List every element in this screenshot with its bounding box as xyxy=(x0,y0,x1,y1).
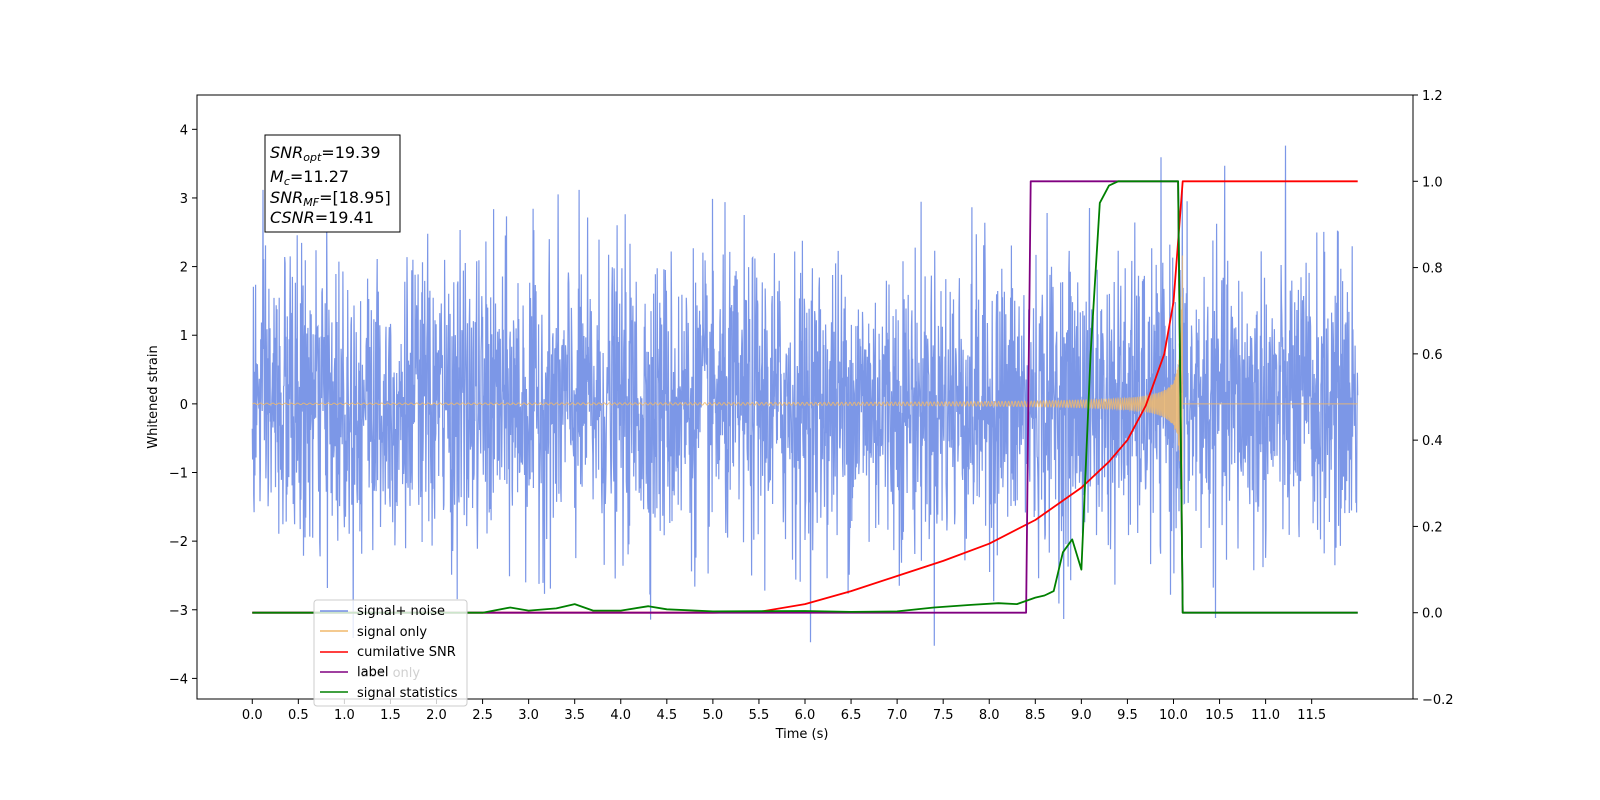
x-tick-label: 2.5 xyxy=(472,708,493,723)
x-tick-label: 6.0 xyxy=(795,708,816,723)
y2-tick-label: 1.0 xyxy=(1422,175,1443,190)
x-tick-label: 3.5 xyxy=(564,708,585,723)
legend-signal-statistics: signal statistics xyxy=(357,686,458,701)
y2-tick-label: 0.8 xyxy=(1422,262,1443,277)
y2-tick-label: 0.0 xyxy=(1422,607,1443,622)
x-tick-label: 5.0 xyxy=(703,708,724,723)
y-axis-left: 4 3 2 1 0 −1 −2 −3 −4 xyxy=(169,123,197,687)
y-tick-label: 3 xyxy=(180,192,188,207)
series-signal-only xyxy=(252,255,1358,562)
y-tick-label: −4 xyxy=(169,672,188,687)
x-tick-label: 8.5 xyxy=(1025,708,1046,723)
x-tick-label: 3.0 xyxy=(518,708,539,723)
legend: signal+ noise signal only cumilative SNR… xyxy=(313,599,468,707)
info-snr-mf: SNRMF=[18.95] xyxy=(270,188,391,209)
plot-area xyxy=(251,145,1359,646)
x-tick-label: 0.0 xyxy=(242,708,263,723)
y-tick-label: 0 xyxy=(180,398,188,413)
y-tick-label: −1 xyxy=(169,467,188,482)
x-tick-label: 9.0 xyxy=(1071,708,1092,723)
series-cumulative-snr xyxy=(252,180,1358,614)
y-axis-right: 1.2 1.0 0.8 0.6 0.4 0.2 0.0 −0.2 xyxy=(1413,89,1454,708)
info-snr-opt: SNRopt=19.39 xyxy=(270,143,381,164)
x-tick-label: 2.0 xyxy=(426,708,447,723)
x-tick-label: 1.0 xyxy=(334,708,355,723)
x-tick-label: 4.5 xyxy=(656,708,677,723)
x-tick-label: 10.5 xyxy=(1205,708,1234,723)
x-tick-label: 6.5 xyxy=(841,708,862,723)
series-signal-noise xyxy=(251,145,1359,646)
x-tick-label: 5.5 xyxy=(749,708,770,723)
x-tick-label: 7.0 xyxy=(887,708,908,723)
y2-tick-label: 1.2 xyxy=(1422,89,1443,104)
x-tick-label: 9.5 xyxy=(1117,708,1138,723)
info-box: SNRopt=19.39 Mc=11.27 SNRMF=[18.95] CSNR… xyxy=(264,134,401,233)
y-tick-label: −3 xyxy=(169,604,188,619)
x-axis-label: Time (s) xyxy=(775,727,829,742)
x-tick-label: 11.0 xyxy=(1251,708,1280,723)
y-tick-label: 2 xyxy=(180,261,188,276)
legend-cumulative-snr: cumilative SNR xyxy=(357,645,456,660)
legend-label: label xyxy=(357,665,388,680)
y-tick-label: 1 xyxy=(180,329,188,344)
y2-tick-label: 0.2 xyxy=(1422,520,1443,535)
y-axis-label: Whitened strain xyxy=(146,345,161,448)
x-tick-label: 1.5 xyxy=(380,708,401,723)
y2-tick-label: −0.2 xyxy=(1422,693,1454,708)
y-tick-label: 4 xyxy=(180,123,188,138)
info-csnr: CSNR=19.41 xyxy=(270,208,374,227)
y2-tick-label: 0.6 xyxy=(1422,348,1443,363)
x-tick-label: 0.5 xyxy=(288,708,309,723)
legend-signal-only: signal only xyxy=(357,625,427,640)
x-tick-label: 11.5 xyxy=(1297,708,1326,723)
legend-label-only-ghost: label only xyxy=(357,666,420,681)
y2-tick-label: 0.4 xyxy=(1422,434,1443,449)
series-signal-statistics xyxy=(252,180,1358,614)
x-tick-label: 10.0 xyxy=(1159,708,1188,723)
x-tick-label: 4.0 xyxy=(610,708,631,723)
x-tick-label: 7.5 xyxy=(933,708,954,723)
x-axis: 0.0 0.5 1.0 1.5 2.0 2.5 3.0 3.5 4.0 4.5 5.0 5.5 6.0 6… xyxy=(242,699,1326,723)
x-tick-label: 8.0 xyxy=(979,708,1000,723)
y-tick-label: −2 xyxy=(169,535,188,550)
legend-signal-noise: signal+ noise xyxy=(357,604,445,619)
info-mc: Mc=11.27 xyxy=(270,167,349,188)
